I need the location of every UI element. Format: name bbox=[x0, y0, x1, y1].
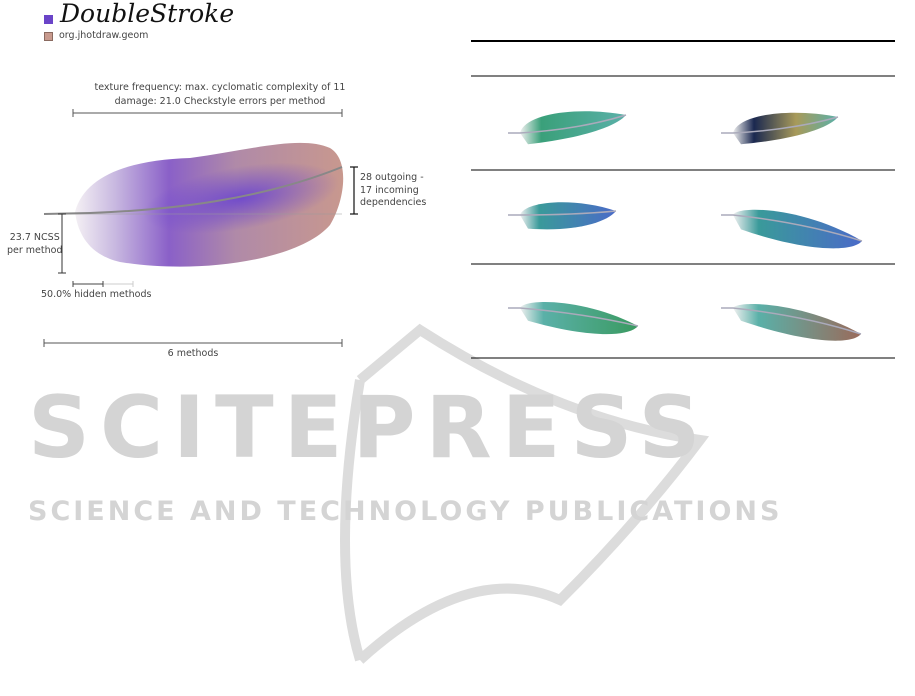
feather bbox=[733, 304, 861, 341]
legend-swatch-package bbox=[44, 32, 53, 41]
ncss-label: 23.7 NCSS per method bbox=[7, 231, 63, 257]
bracket-methods bbox=[43, 339, 343, 347]
class-title: DoubleStroke bbox=[60, 0, 235, 28]
feather-shaft bbox=[721, 116, 839, 134]
dep-line-1: 28 outgoing - bbox=[360, 172, 424, 183]
feather-shaft bbox=[721, 214, 863, 242]
bracket-ncss bbox=[58, 213, 66, 274]
dep-line-2: 17 incoming bbox=[360, 184, 419, 196]
feather-shaft bbox=[508, 210, 617, 216]
texture-label: texture frequency: max. cyclomatic compl… bbox=[94, 82, 346, 93]
legend-package-label: org.jhotdraw.geom bbox=[59, 30, 149, 41]
hidden-methods-label: 50.0% hidden methods bbox=[41, 289, 152, 300]
dep-line-3: dependencies bbox=[360, 197, 427, 208]
feather-shaft bbox=[508, 114, 627, 134]
feather-shaft bbox=[508, 307, 639, 327]
legend-swatch-class bbox=[44, 15, 53, 24]
feather bbox=[520, 202, 616, 230]
dependencies-label: 28 outgoing - 17 incoming dependencies bbox=[360, 172, 426, 210]
main-feather-figure bbox=[43, 109, 358, 347]
bracket-dependencies bbox=[350, 166, 358, 215]
ncss-line-1: 23.7 NCSS bbox=[9, 232, 60, 243]
bracket-top bbox=[72, 109, 343, 117]
feather bbox=[520, 302, 638, 335]
methods-count-label: 6 methods bbox=[167, 348, 219, 359]
watermark-line1: SCITEPRESS bbox=[28, 378, 711, 478]
feather bbox=[733, 209, 862, 249]
ncss-line-2: per method bbox=[7, 245, 63, 256]
damage-label: damage: 21.0 Checkstyle errors per metho… bbox=[114, 96, 326, 107]
feather-table bbox=[471, 40, 895, 359]
bracket-hidden bbox=[72, 281, 134, 287]
watermark-line2: SCIENCE AND TECHNOLOGY PUBLICATIONS bbox=[28, 496, 783, 527]
feather-shaft bbox=[43, 166, 343, 215]
feather-shaft bbox=[721, 307, 862, 335]
